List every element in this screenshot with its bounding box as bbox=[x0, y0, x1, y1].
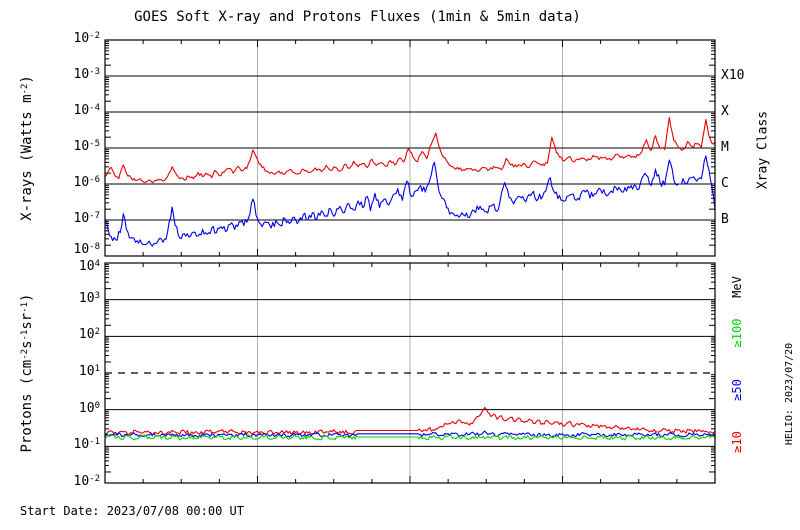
proton-energy-legend-item: ≥100 bbox=[730, 318, 744, 348]
y-tick-label: 10-1 bbox=[73, 437, 101, 453]
proton-energy-legend-item: ≥50 bbox=[730, 379, 744, 401]
y-tick-label: 10-7 bbox=[73, 211, 101, 226]
y-tick-label: 10-2 bbox=[73, 474, 101, 489]
xray-class-label: M bbox=[721, 140, 729, 155]
y-tick-label: 100 bbox=[78, 400, 100, 416]
xray-y-axis-label: X-rays (Watts m-2) bbox=[19, 75, 35, 221]
start-date-label: Start Date: 2023/07/08 00:00 UT bbox=[20, 504, 244, 518]
y-tick-label: 102 bbox=[78, 327, 100, 343]
xray-class-label: X10 bbox=[721, 68, 745, 83]
y-tick-label: 10-3 bbox=[73, 67, 101, 82]
series-protons-ge100MeV bbox=[105, 434, 715, 441]
y-tick-label: 103 bbox=[78, 290, 100, 306]
y-tick-label: 10-5 bbox=[73, 139, 101, 154]
y-tick-label: 10-6 bbox=[73, 175, 101, 190]
helio-watermark: HELIO: 2023/07/20 bbox=[784, 342, 795, 446]
xray-class-label: B bbox=[721, 212, 729, 227]
y-tick-label: 10-4 bbox=[73, 103, 101, 118]
y-tick-label: 101 bbox=[78, 364, 100, 379]
mev-unit-label: MeV bbox=[730, 276, 744, 298]
series-xray-long-1-8A bbox=[105, 117, 715, 184]
chart-title: GOES Soft X-ray and Protons Fluxes (1min… bbox=[134, 9, 581, 25]
xray-class-axis-label: Xray Class bbox=[755, 110, 771, 190]
series-xray-short-05-4A bbox=[105, 155, 715, 247]
series-protons-ge50MeV bbox=[105, 430, 715, 438]
proton-y-axis-label: Protons (cm-2s-1sr-1) bbox=[19, 293, 35, 453]
xray-class-label: X bbox=[721, 104, 729, 119]
xray-class-label: C bbox=[721, 176, 729, 191]
series-protons-ge10MeV bbox=[105, 406, 715, 436]
y-tick-label: 104 bbox=[78, 259, 100, 274]
y-tick-label: 10-2 bbox=[73, 31, 101, 46]
proton-energy-legend-item: ≥10 bbox=[730, 431, 744, 453]
y-tick-label: 10-8 bbox=[73, 242, 101, 257]
